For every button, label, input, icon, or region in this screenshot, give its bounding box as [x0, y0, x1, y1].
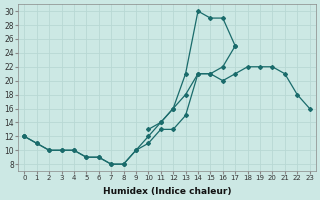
X-axis label: Humidex (Indice chaleur): Humidex (Indice chaleur): [103, 187, 231, 196]
